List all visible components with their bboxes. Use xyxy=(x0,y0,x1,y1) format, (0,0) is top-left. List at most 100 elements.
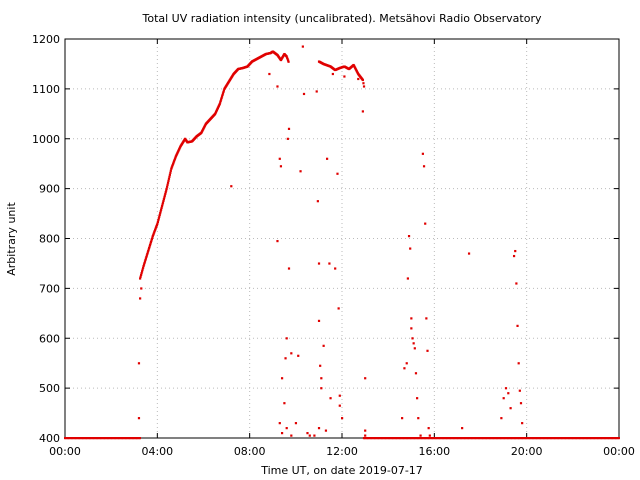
baseline-point xyxy=(446,437,449,440)
baseline-point xyxy=(538,437,542,440)
baseline-point xyxy=(393,437,396,440)
baseline-point xyxy=(480,437,483,440)
curve-point xyxy=(167,179,170,182)
baseline-point xyxy=(386,437,389,440)
scatter-point xyxy=(357,77,360,81)
baseline-point xyxy=(79,437,82,440)
curve-point xyxy=(171,163,174,167)
baseline-point xyxy=(112,437,115,440)
baseline-point xyxy=(93,437,96,440)
y-tick-label: 700 xyxy=(39,282,60,295)
curve-point xyxy=(165,189,168,192)
curve-point xyxy=(144,258,147,262)
curve-point xyxy=(221,92,225,95)
scatter-point xyxy=(302,92,306,96)
baseline-point xyxy=(558,437,561,440)
baseline-point xyxy=(488,437,492,440)
scatter-point xyxy=(285,427,288,430)
baseline-point xyxy=(501,437,504,440)
baseline-point xyxy=(124,437,128,440)
baseline-point xyxy=(454,437,457,440)
curve-point xyxy=(173,157,177,160)
baseline-point xyxy=(448,437,451,440)
baseline-point xyxy=(537,437,540,440)
baseline-point xyxy=(551,437,554,440)
curve-point xyxy=(153,230,156,233)
scatter-point xyxy=(329,397,332,400)
scatter-point xyxy=(284,357,287,360)
curve-point xyxy=(140,273,143,277)
scatter-point xyxy=(507,392,510,395)
baseline-point xyxy=(494,437,497,440)
baseline-point xyxy=(544,437,547,440)
scatter-point xyxy=(137,362,141,365)
x-tick-label: 04:00 xyxy=(141,445,173,458)
baseline-point xyxy=(108,437,111,440)
baseline-point xyxy=(432,437,435,440)
scatter-point xyxy=(515,282,518,285)
scatter-point xyxy=(313,434,316,437)
curve-point xyxy=(170,166,173,169)
scatter-point xyxy=(518,389,521,392)
baseline-point xyxy=(94,437,97,440)
baseline-point xyxy=(400,437,403,440)
scatter-point xyxy=(514,249,517,253)
baseline-point xyxy=(594,437,597,440)
baseline-point xyxy=(490,437,493,440)
scatter-point xyxy=(512,254,516,258)
baseline-point xyxy=(608,437,611,440)
baseline-point xyxy=(379,437,382,440)
baseline-point xyxy=(118,437,121,440)
x-tick-label: 20:00 xyxy=(511,445,543,458)
scatter-point xyxy=(315,90,318,93)
baseline-point xyxy=(428,437,431,440)
baseline-point xyxy=(466,437,470,440)
baseline-point xyxy=(390,437,393,440)
baseline-point xyxy=(137,437,140,440)
scatter-point xyxy=(319,364,322,367)
baseline-point xyxy=(495,437,499,440)
scatter-point xyxy=(325,157,329,160)
scatter-point xyxy=(306,432,309,435)
baseline-point xyxy=(441,437,445,440)
baseline-point xyxy=(533,437,536,440)
curve-point xyxy=(161,201,165,204)
scatter-point xyxy=(419,434,422,437)
scatter-point xyxy=(425,317,428,320)
scatter-point xyxy=(504,387,508,390)
curve-point xyxy=(147,248,150,251)
scatter-point xyxy=(405,362,408,365)
curve-point xyxy=(149,240,153,244)
x-axis-label: Time UT, on date 2019-07-17 xyxy=(260,464,423,477)
curve-point xyxy=(286,56,289,59)
baseline-point xyxy=(69,437,72,440)
baseline-point xyxy=(493,437,496,440)
baseline-point xyxy=(509,437,512,440)
baseline-point xyxy=(127,437,130,440)
baseline-point xyxy=(552,437,555,440)
baseline-point xyxy=(603,437,607,440)
baseline-point xyxy=(522,437,525,440)
scatter-point xyxy=(297,354,300,357)
baseline-point xyxy=(436,437,439,440)
curve-point xyxy=(168,175,171,178)
baseline-point xyxy=(423,437,427,440)
curve-point xyxy=(160,206,163,210)
baseline-point xyxy=(486,437,489,440)
baseline-point xyxy=(580,437,583,440)
scatter-point xyxy=(328,262,331,265)
baseline-point xyxy=(519,437,522,440)
curve-point xyxy=(142,264,145,268)
baseline-point xyxy=(109,437,112,440)
baseline-point xyxy=(133,437,136,440)
baseline-point xyxy=(376,437,379,440)
baseline-point xyxy=(73,437,76,440)
baseline-point xyxy=(368,437,371,440)
curve-point xyxy=(166,183,169,186)
baseline-point xyxy=(115,437,118,440)
y-tick-label: 500 xyxy=(39,382,60,395)
curve-point xyxy=(149,242,152,245)
baseline-point xyxy=(617,437,620,440)
baseline-point xyxy=(595,437,598,440)
baseline-point xyxy=(598,437,601,440)
